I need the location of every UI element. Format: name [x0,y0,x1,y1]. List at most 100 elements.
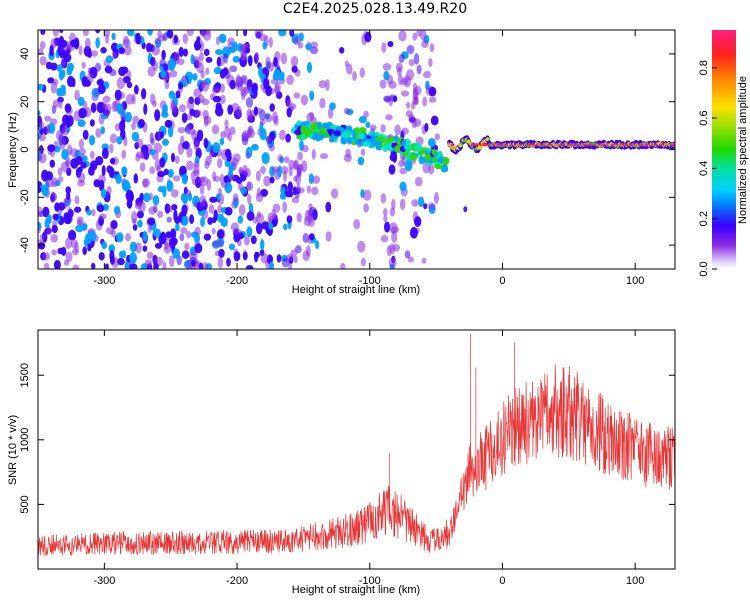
spectrogram-cell [294,129,302,136]
spectrogram-cell [38,206,43,217]
spectrogram-cell [124,261,130,269]
spectrogram-cell [420,30,427,41]
spectrogram-cell [316,121,323,130]
spectrogram-cell [228,152,233,161]
spectrogram-cell [436,158,445,163]
spectrogram-cell [297,163,304,172]
snr-y-tick-label: 1000 [19,428,31,452]
spectrogram-cell [383,221,391,233]
snr-x-tick-label: 0 [499,575,505,587]
spectrogram-cell [142,245,148,252]
spectrogram-cell [193,160,200,168]
spectrogram-cell [203,233,212,241]
spectrogram-cell [205,155,212,166]
spectrogram-cell [38,186,42,194]
spectrogram-cell [406,44,415,55]
spectrogram-cell [136,138,144,148]
spectrogram-cell [61,148,69,160]
spectrogram-cell [154,242,163,249]
spectrogram-cell [200,81,210,92]
spectrogram-cell [312,175,321,184]
spectrogram-cell [201,98,210,106]
spectrogram-x-ticks: -300 -200 -100 0 100 [93,30,644,287]
spectrogram-cell [215,102,222,111]
spectrogram-cell [147,66,156,77]
spectrogram-cell [58,98,63,109]
spectrogram-cell [193,88,202,98]
spectrogram-cell [287,181,293,193]
spectrogram-cell [280,186,286,195]
spectrogram-cell [306,61,313,74]
spectrogram-cell [218,248,225,258]
spectrogram-cell [106,165,113,174]
spectrogram-cell [325,79,330,92]
spectrogram-cell [124,111,132,123]
colorbar-tick-label: 0.8 [698,60,710,75]
spectrogram-cell [285,133,291,143]
spectrogram-cell [245,264,254,269]
spec-y-tick-label: 20 [19,96,31,108]
spectrogram-cell [106,186,112,195]
spectrogram-cell [240,44,248,53]
spectrogram-cell [219,173,225,186]
spectrogram-cell [65,251,73,263]
spectrogram-cell [64,197,72,204]
spectrogram-cell [147,217,156,226]
spectrogram-cell [167,125,174,138]
spectrogram-cell [145,259,153,267]
spectrogram-cell [251,143,259,151]
spectrogram-cell [301,133,306,141]
spectrogram-cell [268,261,275,269]
spectrogram-cell [66,144,73,155]
spectrogram-cell [322,122,329,129]
spectrogram-cell [105,227,114,235]
colorbar-tick-label: 0.4 [698,161,710,176]
spectrogram-cell [59,39,68,48]
spectrogram-cell [78,172,86,184]
spectrogram-cell [273,56,278,67]
spectrogram-cell [203,137,209,149]
spectrogram-cell [134,84,139,95]
spectrogram-cell [118,120,126,132]
spectrogram-cell [162,185,167,198]
spectrogram-cell [154,109,161,122]
spectrogram-cell [246,211,255,221]
spectrogram-cell [382,63,392,71]
snr-y-tick-label: 1500 [19,363,31,387]
spectrogram-cell [189,108,196,116]
spectrogram-cell [278,30,287,37]
snr-y-tick-label: 500 [19,495,31,513]
spectrogram-cell [302,233,309,243]
spectrogram-cell [104,34,110,44]
spectrogram-cell [265,56,271,68]
spectrogram-cell [198,262,204,269]
spectrogram-cell [308,173,314,185]
spectrogram-cell [136,210,144,219]
spectrogram-cell [81,155,88,162]
spectrogram-cell [248,203,254,214]
spectrogram-cell [82,129,89,140]
spectrogram-cell [227,132,232,142]
spectrogram-cell [258,33,267,42]
spectrogram-cell [64,237,73,249]
spectrogram-cell [259,238,265,251]
spectrogram-cell [424,122,429,132]
spectrogram-cell [285,190,294,198]
spectrogram-cell [173,34,178,44]
spectrogram-cell [174,155,180,165]
colorbar-tick-label: 0.6 [698,110,710,125]
spectrogram-cell [383,95,392,103]
spec-x-tick-label: -300 [93,275,115,287]
spectrogram-cell [133,173,139,184]
spectrogram-cell [353,218,361,230]
spectrogram-cell [403,143,413,151]
spectrogram-cell [211,227,216,235]
spectrogram-cell [115,173,122,185]
spectrogram-cell [186,98,195,110]
spectrogram-cell [98,252,105,261]
spectrogram-cell [407,256,414,263]
spectrogram-cell [178,104,187,113]
spectrogram-cell [254,251,260,259]
spectrogram-cell [104,65,113,74]
spectrogram-cell [88,166,95,176]
